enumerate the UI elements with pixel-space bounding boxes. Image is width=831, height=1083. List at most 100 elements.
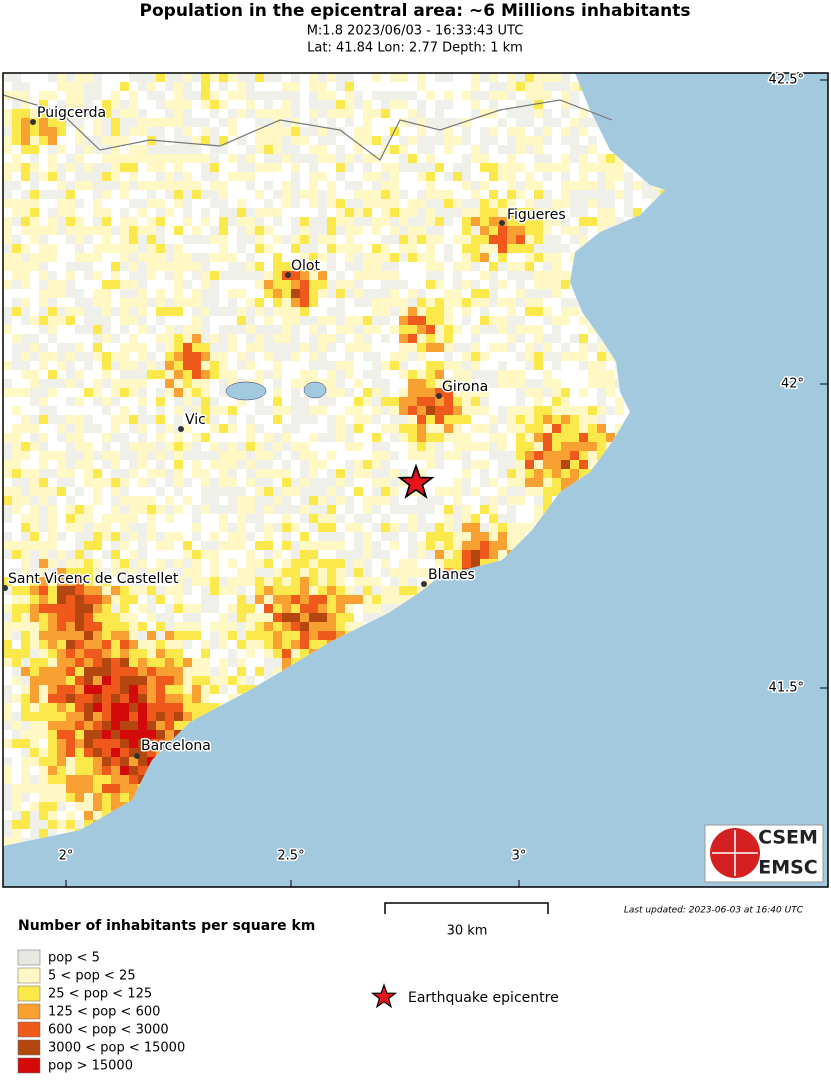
pop-cell <box>93 532 102 541</box>
pop-cell <box>21 784 30 793</box>
pop-cell <box>165 154 174 163</box>
pop-cell <box>93 217 102 226</box>
pop-cell <box>111 766 120 775</box>
pop-cell <box>201 262 210 271</box>
pop-cell <box>417 118 426 127</box>
pop-cell <box>570 199 579 208</box>
pop-cell <box>354 397 363 406</box>
pop-cell <box>57 631 66 640</box>
pop-cell <box>210 289 219 298</box>
pop-cell <box>219 523 228 532</box>
pop-cell <box>39 451 48 460</box>
pop-cell <box>102 307 111 316</box>
pop-cell <box>327 541 336 550</box>
pop-cell <box>390 235 399 244</box>
pop-cell <box>291 424 300 433</box>
pop-cell <box>93 388 102 397</box>
pop-cell <box>246 631 255 640</box>
pop-cell <box>453 118 462 127</box>
pop-cell <box>516 451 525 460</box>
pop-cell <box>498 325 507 334</box>
pop-cell <box>129 172 138 181</box>
pop-cell <box>435 487 444 496</box>
pop-cell <box>435 199 444 208</box>
pop-cell <box>138 721 147 730</box>
pop-cell <box>75 802 84 811</box>
pop-cell <box>282 109 291 118</box>
pop-cell <box>138 370 147 379</box>
pop-cell <box>147 181 156 190</box>
pop-cell <box>57 604 66 613</box>
pop-cell <box>300 154 309 163</box>
pop-cell <box>183 298 192 307</box>
pop-cell <box>246 262 255 271</box>
pop-cell <box>606 199 615 208</box>
pop-cell <box>399 505 408 514</box>
pop-cell <box>534 280 543 289</box>
pop-cell <box>588 406 597 415</box>
pop-cell <box>66 559 75 568</box>
pop-cell <box>408 505 417 514</box>
pop-cell <box>336 172 345 181</box>
pop-cell <box>309 316 318 325</box>
pop-cell <box>30 397 39 406</box>
pop-cell <box>192 532 201 541</box>
pop-cell <box>48 370 57 379</box>
pop-cell <box>282 541 291 550</box>
pop-cell <box>21 604 30 613</box>
pop-cell <box>507 325 516 334</box>
pop-cell <box>246 505 255 514</box>
pop-cell <box>201 496 210 505</box>
pop-cell <box>48 289 57 298</box>
pop-cell <box>435 406 444 415</box>
pop-cell <box>381 217 390 226</box>
pop-cell <box>471 244 480 253</box>
pop-cell <box>183 208 192 217</box>
pop-cell <box>210 640 219 649</box>
pop-cell <box>408 343 417 352</box>
pop-cell <box>255 208 264 217</box>
pop-cell <box>39 307 48 316</box>
pop-cell <box>453 298 462 307</box>
pop-cell <box>102 595 111 604</box>
pop-cell <box>525 82 534 91</box>
pop-cell <box>327 514 336 523</box>
pop-cell <box>156 532 165 541</box>
pop-cell <box>417 469 426 478</box>
pop-cell <box>201 649 210 658</box>
pop-cell <box>210 559 219 568</box>
pop-cell <box>309 496 318 505</box>
pop-cell <box>165 658 174 667</box>
pop-cell <box>93 631 102 640</box>
pop-cell <box>219 667 228 676</box>
pop-cell <box>255 379 264 388</box>
pop-cell <box>453 550 462 559</box>
pop-cell <box>111 721 120 730</box>
pop-cell <box>183 109 192 118</box>
pop-cell <box>408 118 417 127</box>
pop-cell <box>408 298 417 307</box>
pop-cell <box>120 586 129 595</box>
pop-cell <box>228 451 237 460</box>
pop-cell <box>354 91 363 100</box>
pop-cell <box>12 352 21 361</box>
pop-cell <box>174 703 183 712</box>
pop-cell <box>561 298 570 307</box>
pop-cell <box>570 136 579 145</box>
pop-cell <box>48 109 57 118</box>
pop-cell <box>66 316 75 325</box>
pop-cell <box>498 370 507 379</box>
pop-cell <box>165 640 174 649</box>
pop-cell <box>3 649 12 658</box>
pop-cell <box>399 298 408 307</box>
pop-cell <box>444 289 453 298</box>
pop-cell <box>3 550 12 559</box>
pop-cell <box>597 451 606 460</box>
pop-cell <box>237 73 246 82</box>
pop-cell <box>543 379 552 388</box>
pop-cell <box>129 442 138 451</box>
pop-cell <box>156 316 165 325</box>
pop-cell <box>93 739 102 748</box>
pop-cell <box>57 748 66 757</box>
pop-cell <box>408 154 417 163</box>
